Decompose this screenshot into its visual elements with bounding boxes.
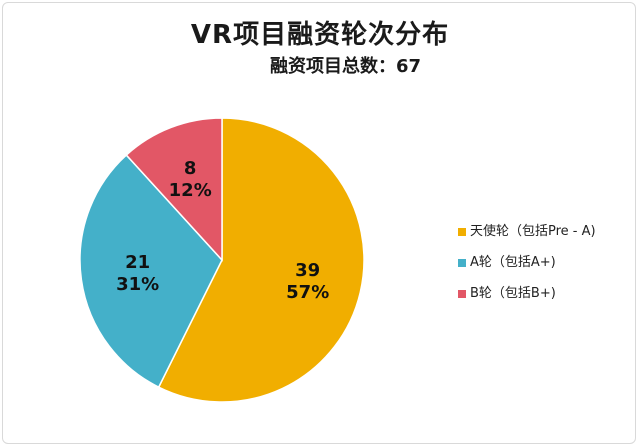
slice-angel-value-label: 39: [295, 260, 320, 281]
slice-round-b: [125, 117, 223, 262]
slice-angel-percent-label: 57%: [286, 282, 329, 303]
subtitle-value: 67: [396, 56, 422, 77]
legend-swatch-round-a: [458, 259, 466, 267]
slice-angel: [157, 117, 365, 403]
legend-item-round-b: B轮（包括B+): [458, 282, 596, 306]
subtitle-label: 融资项目总数：: [270, 56, 396, 77]
slice-round-a-value-label: 21: [125, 252, 150, 273]
slice-round-b-percent-label: 12%: [169, 180, 212, 201]
chart-subtitle: 融资项目总数：67: [270, 52, 421, 78]
legend-swatch-angel: [458, 228, 466, 236]
legend-item-round-a: A轮（包括A+): [458, 251, 596, 275]
legend-label-round-b: B轮（包括B+): [470, 286, 556, 301]
legend-swatch-round-b: [458, 290, 466, 298]
slice-round-b-value-label: 8: [184, 158, 197, 179]
slice-round-a-percent-label: 31%: [116, 274, 159, 295]
legend-item-angel: 天使轮（包括Pre - A): [458, 220, 596, 244]
legend-label-round-a: A轮（包括A+): [470, 255, 556, 270]
slice-round-a: [79, 154, 223, 389]
legend: 天使轮（包括Pre - A) A轮（包括A+) B轮（包括B+): [458, 220, 596, 313]
legend-label-angel: 天使轮（包括Pre - A): [470, 224, 596, 239]
chart-title: VR项目融资轮次分布: [190, 20, 450, 50]
